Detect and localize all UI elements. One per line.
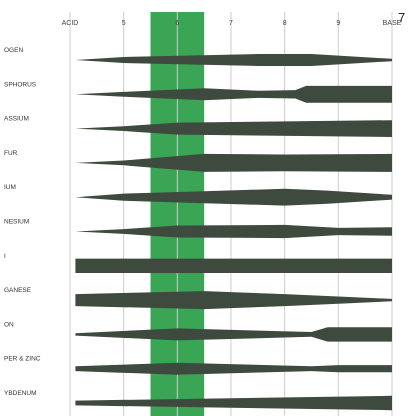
grid-layer	[69, 12, 393, 416]
x-tick-label: 7	[229, 20, 233, 27]
nutrient-labels: OGEN SPHORUS ASSIUM FUR IUM NESIUM I GANESE ON PE…	[4, 47, 41, 397]
x-tick-label: 6	[175, 20, 179, 27]
nutrient-band	[75, 224, 393, 239]
x-tick-label: 8	[283, 20, 287, 27]
nutrient-band	[75, 54, 393, 66]
nutrient-band	[75, 188, 393, 206]
x-tick-label: ACID	[62, 20, 79, 27]
page-number: 7	[398, 10, 405, 25]
nutrient-label: GANESE	[4, 287, 32, 294]
nutrient-label: IUM	[4, 184, 16, 191]
nutrient-band	[75, 258, 393, 273]
nutrient-band	[75, 362, 393, 375]
nutrient-label: NESIUM	[4, 219, 29, 226]
nutrient-label: ASSIUM	[4, 116, 29, 123]
nutrient-band	[75, 120, 393, 137]
nutrient-bands-layer	[75, 54, 393, 411]
nutrient-label: OGEN	[4, 47, 23, 54]
nutrient-label: YBDENUM	[4, 390, 37, 397]
x-tick-labels: ACID 5 6 7 8 9 BASE	[62, 20, 402, 27]
x-tick-label: 5	[122, 20, 126, 27]
nutrient-label: ON	[4, 321, 14, 328]
nutrient-band	[75, 85, 393, 103]
nutrient-label: FUR	[4, 150, 18, 157]
x-tick-label: BASE	[383, 20, 402, 27]
nutrient-band	[75, 291, 393, 310]
x-tick-label: 9	[336, 20, 340, 27]
nutrient-band	[75, 153, 393, 172]
nutrient-label: PER & ZINC	[4, 356, 41, 363]
nutrient-label: I	[4, 253, 6, 260]
nutrient-label: SPHORUS	[4, 81, 37, 88]
nutrient-band	[75, 327, 393, 342]
nutrient-band	[75, 395, 393, 411]
